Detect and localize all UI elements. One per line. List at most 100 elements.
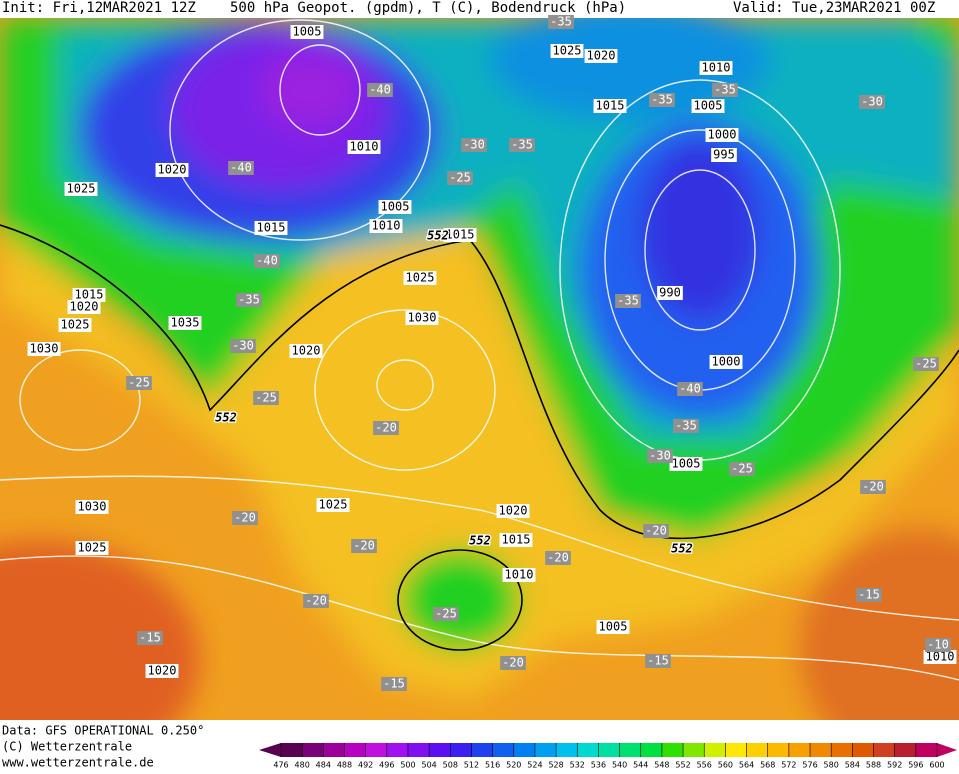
temperature-label-text: -35 [651, 93, 673, 107]
pressure-label-text: 1025 [67, 182, 96, 196]
pressure-label-text: 1005 [381, 200, 410, 214]
data-source: Data: GFS OPERATIONAL 0.250° [2, 724, 204, 738]
temperature-label-text: -25 [731, 462, 753, 476]
colorbar-tick-label: 600 [929, 761, 944, 770]
pressure-label-box [596, 620, 630, 634]
temperature-label-text: -35 [714, 83, 736, 97]
pressure-label-box [657, 286, 683, 300]
colorbar-segment [661, 743, 684, 757]
pressure-label-text: 1025 [406, 271, 435, 285]
temperature-label: -35 [712, 83, 738, 97]
pressure-label: 1025 [550, 44, 584, 58]
colorbar-segment [852, 743, 875, 757]
pressure-label-box [705, 128, 739, 142]
pressure-label-box [290, 25, 324, 39]
temperature-label-box [373, 421, 399, 435]
temperature-label-text: -30 [463, 138, 485, 152]
pressure-label: 1025 [58, 318, 92, 332]
colorbar-tick-label: 520 [506, 761, 521, 770]
pressure-label-text: 1015 [257, 221, 286, 235]
pressure-label: 1030 [75, 500, 109, 514]
temperature-label: -10 [925, 638, 951, 652]
colorbar-segment [344, 743, 367, 757]
pressure-label: 1015 [593, 99, 627, 113]
temperature-label-text: -40 [230, 161, 252, 175]
colorbar-end [259, 743, 281, 757]
pressure-label-box [72, 288, 106, 302]
pressure-label-box [168, 316, 202, 330]
temperature-label-box [351, 539, 377, 553]
colorbar-tick-label: 552 [675, 761, 690, 770]
temperature-label: -20 [545, 551, 571, 565]
pressure-label: 1000 [709, 355, 743, 369]
pressure-label: 1005 [691, 99, 725, 113]
pressure-label-box [289, 344, 323, 358]
contour-label: 552 [671, 542, 693, 556]
temperature-label-box [856, 588, 882, 602]
pressure-label-box [75, 541, 109, 555]
temperature-label-text: -35 [550, 15, 572, 29]
colorbar-segment [894, 743, 917, 757]
temperature-label: -15 [856, 588, 882, 602]
pressure-label-box [145, 664, 179, 678]
pressure-label: 1010 [347, 140, 381, 154]
pressure-label-box [593, 99, 627, 113]
colorbar-segment [831, 743, 853, 757]
pressure-label: 1010 [923, 650, 957, 664]
colorbar-tick-label: 524 [527, 761, 542, 770]
colorbar-tick-label: 536 [591, 761, 606, 770]
temperature-label: -35 [673, 419, 699, 433]
temperature-label-box [673, 419, 699, 433]
colorbar-segment [810, 743, 832, 757]
temperature-label: -20 [643, 524, 669, 538]
colorbar-tick-label: 596 [908, 761, 923, 770]
pressure-label-text: 995 [713, 148, 735, 162]
pressure-label: 1020 [584, 49, 618, 63]
colorbar-tick-label: 544 [633, 761, 648, 770]
temperature-label-text: -20 [305, 594, 327, 608]
temperature-label-text: -40 [679, 382, 701, 396]
pressure-label: 1015 [72, 288, 106, 302]
temperature-label-box [253, 391, 279, 405]
contour-label: 552 [469, 534, 491, 548]
pressure-label-text: 1030 [78, 500, 107, 514]
temperature-label-text: -20 [502, 656, 524, 670]
colorbar-segment [556, 743, 578, 757]
pressure-label-text: 1025 [61, 318, 90, 332]
pressure-label-text: 1015 [502, 533, 531, 547]
pressure-label-text: 1015 [596, 99, 625, 113]
temperature-label: -25 [447, 171, 473, 185]
pressure-label-text: 1010 [926, 650, 955, 664]
website: www.wetterzentrale.de [2, 756, 154, 770]
pressure-label-box [502, 568, 536, 582]
temperature-label: -25 [253, 391, 279, 405]
pressure-label: 1015 [499, 533, 533, 547]
colorbar-segment [767, 743, 790, 757]
temperature-label-text: -40 [369, 83, 391, 97]
temperature-label: -20 [373, 421, 399, 435]
colorbar-tick-label: 488 [337, 761, 352, 770]
copyright: (C) Wetterzentrale [2, 740, 132, 754]
temperature-label-text: -20 [234, 511, 256, 525]
colorbar-segment [450, 743, 472, 757]
pressure-label-text: 1000 [708, 128, 737, 142]
pressure-label-box [403, 271, 437, 285]
colorbar-end [937, 743, 957, 757]
valid-time: Valid: Tue,23MAR2021 00Z [733, 0, 935, 16]
temperature-label-text: -15 [383, 677, 405, 691]
temperature-label-box [615, 294, 641, 308]
colorbar-segment [407, 743, 430, 757]
temperature-label-box [729, 462, 755, 476]
colorbar-tick-label: 508 [443, 761, 458, 770]
temperature-label-text: -20 [547, 551, 569, 565]
temperature-label: -40 [367, 83, 393, 97]
pressure-label: 1035 [168, 316, 202, 330]
temperature-label: -20 [351, 539, 377, 553]
temperature-label-box [228, 161, 254, 175]
pressure-label-box [923, 650, 957, 664]
pressure-label: 1025 [75, 541, 109, 555]
pressure-label: 1025 [64, 182, 98, 196]
pressure-label: 1005 [290, 25, 324, 39]
temperature-label-text: -10 [927, 638, 949, 652]
temperature-label-text: -20 [375, 421, 397, 435]
